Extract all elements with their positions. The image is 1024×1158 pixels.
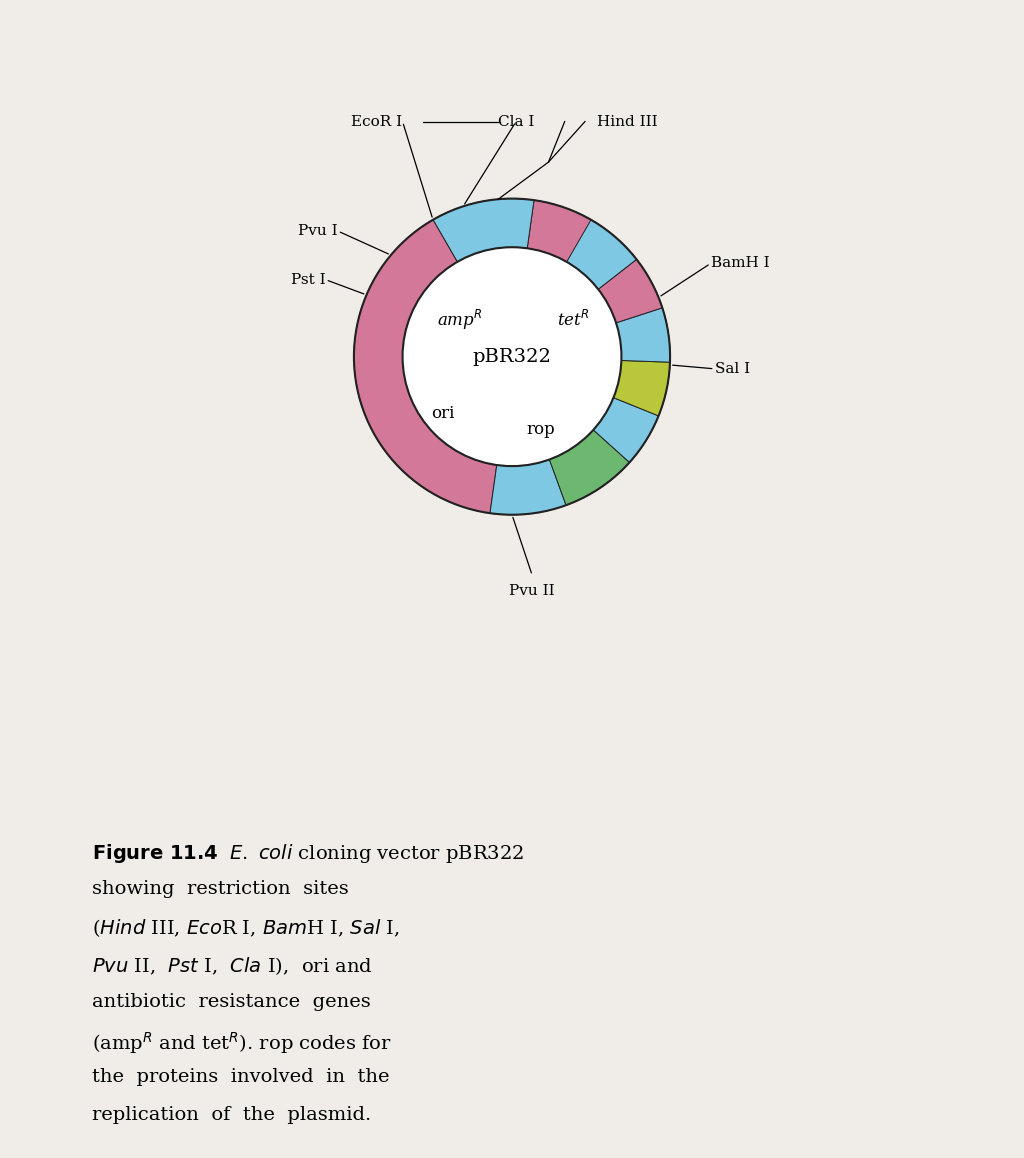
Polygon shape: [527, 200, 670, 493]
Text: ($\it{Hind}$ III, $\it{Eco}$R I, $\it{Bam}$H I, $\it{Sal}$ I,: ($\it{Hind}$ III, $\it{Eco}$R I, $\it{Ba…: [92, 917, 399, 939]
Text: ori: ori: [431, 405, 455, 422]
Text: Hind III: Hind III: [597, 115, 657, 129]
Text: the  proteins  involved  in  the: the proteins involved in the: [92, 1068, 390, 1086]
Polygon shape: [566, 220, 637, 290]
Text: tet$^R$: tet$^R$: [557, 310, 589, 330]
Polygon shape: [354, 220, 497, 513]
Text: EcoR I: EcoR I: [351, 115, 402, 129]
Text: (amp$^R$ and tet$^R$). rop codes for: (amp$^R$ and tet$^R$). rop codes for: [92, 1031, 392, 1056]
Text: Pvu II: Pvu II: [510, 584, 555, 598]
Text: $\bf{Figure\ 11.4}$  $\it{E.\ coli}$ cloning vector pBR322: $\bf{Figure\ 11.4}$ $\it{E.\ coli}$ clon…: [92, 842, 524, 865]
Text: rop: rop: [526, 422, 555, 438]
Text: amp$^R$: amp$^R$: [436, 308, 482, 332]
Polygon shape: [593, 397, 658, 462]
Text: antibiotic  resistance  genes: antibiotic resistance genes: [92, 992, 371, 1011]
Polygon shape: [550, 430, 630, 505]
Text: Pvu I: Pvu I: [298, 223, 338, 239]
Polygon shape: [490, 460, 566, 514]
Text: $\it{Pvu}$ II,  $\it{Pst}$ I,  $\it{Cla}$ I),  ori and: $\it{Pvu}$ II, $\it{Pst}$ I, $\it{Cla}$ …: [92, 955, 373, 977]
Polygon shape: [433, 199, 534, 262]
Text: BamH I: BamH I: [711, 256, 769, 271]
Circle shape: [402, 248, 622, 467]
Text: Sal I: Sal I: [715, 361, 750, 376]
Text: Cla I: Cla I: [498, 115, 535, 129]
Polygon shape: [598, 259, 663, 323]
Text: replication  of  the  plasmid.: replication of the plasmid.: [92, 1106, 372, 1124]
Polygon shape: [613, 360, 670, 416]
Polygon shape: [616, 308, 670, 362]
Text: pBR322: pBR322: [472, 347, 552, 366]
Text: showing  restriction  sites: showing restriction sites: [92, 880, 349, 897]
Text: Pst I: Pst I: [291, 272, 326, 287]
